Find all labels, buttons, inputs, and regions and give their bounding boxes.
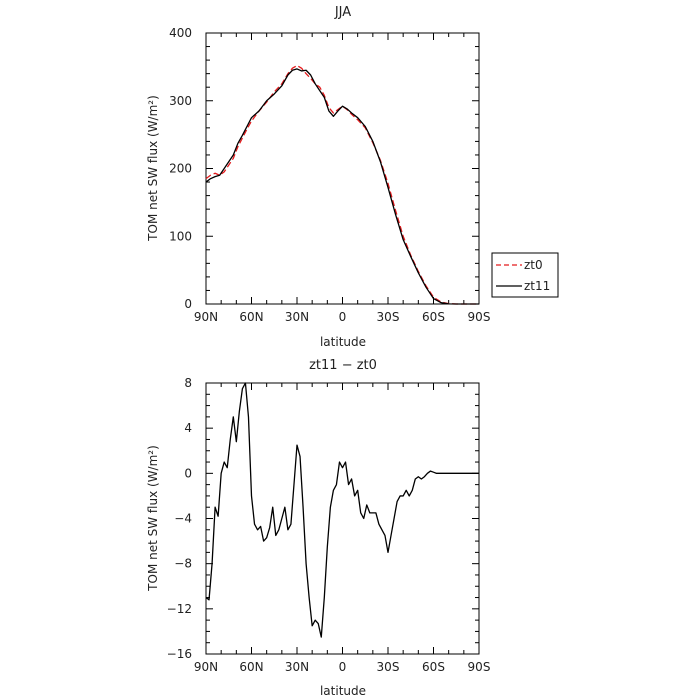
bottom-x-tick-label: 60S [422, 660, 445, 674]
top-y-axis-label: TOM net SW flux (W/m²) [146, 95, 160, 242]
bottom-x-tick-label: 60N [239, 660, 263, 674]
bottom-x-tick-label: 90S [468, 660, 491, 674]
bottom-series-line-0 [205, 382, 479, 638]
top-series-line-zt11 [205, 68, 479, 305]
top-series-line-zt0 [205, 64, 479, 305]
bottom-y-tick-label: 0 [184, 466, 192, 480]
bottom-y-tick-label: −12 [167, 602, 192, 616]
top-plot-frame [205, 32, 480, 305]
legend-box [491, 252, 559, 298]
bottom-y-tick-label: 4 [184, 421, 192, 435]
bottom-y-tick-label: 8 [184, 376, 192, 390]
top-chart-title: JJA [334, 5, 351, 20]
bottom-x-tick-label: 90N [194, 660, 218, 674]
top-x-axis-label: latitude [320, 335, 366, 349]
bottom-y-axis-label: TOM net SW flux (W/m²) [146, 445, 160, 592]
bottom-axis-ticks [205, 382, 480, 655]
legend-label-zt11: zt11 [524, 279, 550, 293]
top-series-lines [205, 64, 479, 305]
top-y-tick-label: 200 [169, 162, 192, 176]
bottom-x-axis-label: latitude [320, 684, 366, 698]
legend: zt0 zt11 [491, 252, 559, 298]
bottom-series-lines [205, 382, 479, 638]
top-y-tick-label: 300 [169, 94, 192, 108]
bottom-axis-tick-labels: 90N 60N 30N 0 30S 60S 90S 8 4 0 −4 −8 −12 −16 [167, 376, 491, 674]
top-x-tick-label: 30N [285, 310, 309, 324]
top-x-tick-label: 30S [377, 310, 400, 324]
legend-label-zt0: zt0 [524, 258, 543, 272]
top-x-tick-label: 90N [194, 310, 218, 324]
bottom-plot-frame [205, 382, 480, 655]
bottom-y-tick-label: −8 [174, 557, 192, 571]
bottom-x-tick-label: 30S [377, 660, 400, 674]
top-chart: JJA 90N 60N 30N 0 30S 60S 90S 0 100 200 300 400 lat… [146, 5, 559, 349]
top-x-tick-label: 60N [239, 310, 263, 324]
bottom-x-tick-label: 0 [339, 660, 347, 674]
top-y-tick-label: 0 [184, 297, 192, 311]
top-axis-tick-labels: 90N 60N 30N 0 30S 60S 90S 0 100 200 300 400 [169, 26, 490, 324]
bottom-y-tick-label: −16 [167, 647, 192, 661]
top-y-tick-label: 100 [169, 229, 192, 243]
bottom-y-tick-label: −4 [174, 512, 192, 526]
top-y-tick-label: 400 [169, 26, 192, 40]
bottom-chart: zt11 − zt0 90N 60N 30N 0 30S 60S 90S 8 4 0 −4 −8 −12… [146, 358, 490, 698]
top-x-tick-label: 60S [422, 310, 445, 324]
bottom-chart-title: zt11 − zt0 [309, 358, 377, 373]
bottom-x-tick-label: 30N [285, 660, 309, 674]
top-x-tick-label: 90S [468, 310, 491, 324]
top-x-tick-label: 0 [339, 310, 347, 324]
top-axis-ticks [205, 32, 480, 305]
